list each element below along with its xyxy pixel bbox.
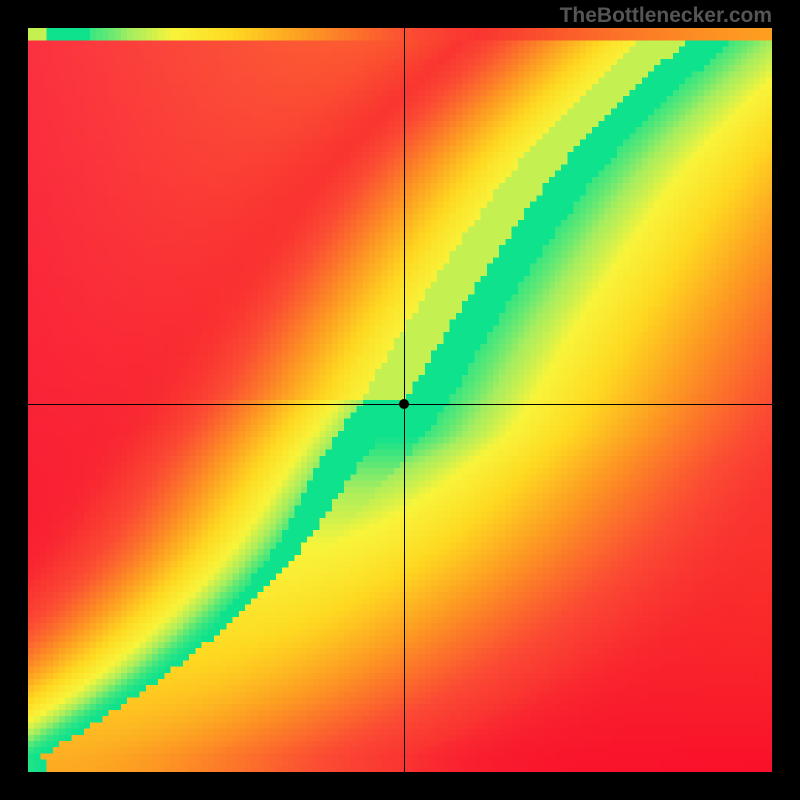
heatmap-plot-area (28, 28, 772, 772)
center-dot (399, 399, 409, 409)
watermark-text: TheBottlenecker.com (560, 4, 772, 28)
